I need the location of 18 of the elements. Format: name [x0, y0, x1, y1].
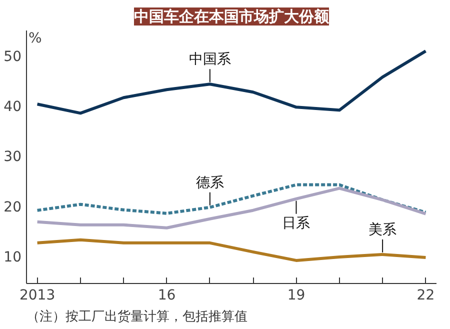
- series-label: 美系: [368, 222, 397, 238]
- chart-title: 中国车企在本国市场扩大份额: [134, 8, 330, 26]
- x-tick-label: 22: [416, 288, 435, 304]
- line-series: [36, 50, 428, 115]
- y-tick-label: 20: [4, 199, 22, 216]
- y-tick-label: 50: [4, 49, 22, 66]
- x-tick-label: 16: [158, 288, 176, 304]
- y-tick-label: 30: [4, 149, 22, 166]
- y-tick-label: 40: [4, 99, 22, 116]
- series-label: 中国系: [188, 52, 231, 68]
- line-series: [36, 238, 428, 262]
- series-label: 德系: [196, 174, 224, 191]
- series-label: 日系: [282, 215, 310, 232]
- x-tick-label: 19: [287, 288, 306, 304]
- y-tick-label: 10: [4, 249, 22, 266]
- x-tick-label: 2013: [19, 288, 56, 304]
- y-axis-title: %: [28, 30, 42, 46]
- text: （注）按工厂出货量计算，包括推算值: [26, 310, 248, 324]
